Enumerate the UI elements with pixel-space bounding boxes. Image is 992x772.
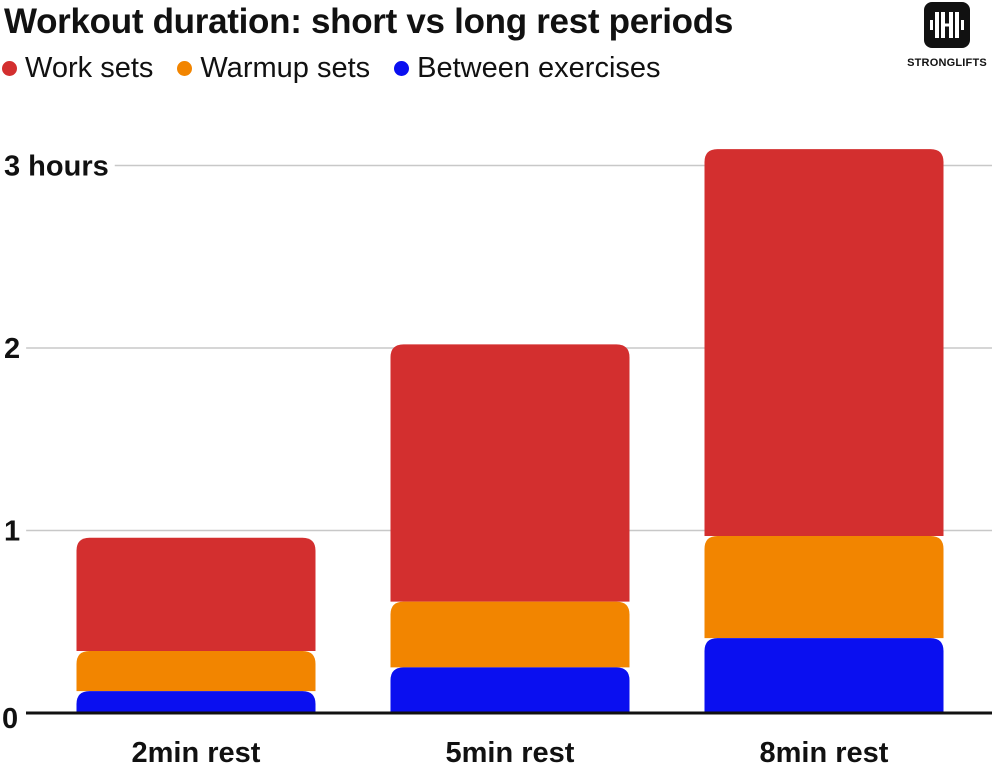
y-tick-label-2: 2: [4, 333, 20, 365]
bar-2min-rest-work-sets: [76, 537, 316, 651]
bar-5min-rest-between-exercises: [390, 667, 630, 713]
y-tick-label-1: 1: [4, 516, 20, 548]
legend-swatch-between-exercises: [394, 61, 410, 76]
bar-5min-rest-warmup-sets: [390, 601, 630, 668]
bar-8min-rest-work-sets: [704, 149, 944, 536]
logo-text: STRONGLIFTS: [907, 57, 987, 69]
y-tick-label-0: 0: [2, 703, 18, 735]
bar-8min-rest-warmup-sets: [704, 535, 944, 639]
bar-2min-rest-between-exercises: [76, 691, 316, 713]
legend-item-warmup-sets: Warmup sets: [177, 52, 370, 85]
legend-swatch-warmup-sets: [177, 61, 193, 76]
legend-label-between-exercises: Between exercises: [417, 52, 661, 84]
barbell-icon: [924, 2, 970, 48]
bar-5min-rest-work-sets: [390, 344, 630, 602]
legend: Work sets Warmup sets Between exercises: [2, 52, 661, 85]
legend-label-warmup-sets: Warmup sets: [200, 52, 371, 84]
chart-title: Workout duration: short vs long rest per…: [4, 2, 733, 41]
legend-swatch-work-sets: [2, 61, 17, 76]
x-tick-label-5min-rest: 5min rest: [446, 737, 575, 769]
legend-item-work-sets: Work sets: [2, 52, 153, 85]
stronglifts-logo: STRONGLIFTS: [902, 2, 992, 69]
x-tick-label-2min-rest: 2min rest: [132, 737, 261, 769]
bar-2min-rest-warmup-sets: [76, 650, 316, 692]
legend-label-work-sets: Work sets: [25, 52, 154, 84]
bar-8min-rest-between-exercises: [704, 638, 944, 713]
x-tick-label-8min-rest: 8min rest: [760, 737, 889, 769]
legend-item-between-exercises: Between exercises: [394, 52, 661, 85]
y-tick-label-3-hours: 3 hours: [4, 151, 109, 183]
